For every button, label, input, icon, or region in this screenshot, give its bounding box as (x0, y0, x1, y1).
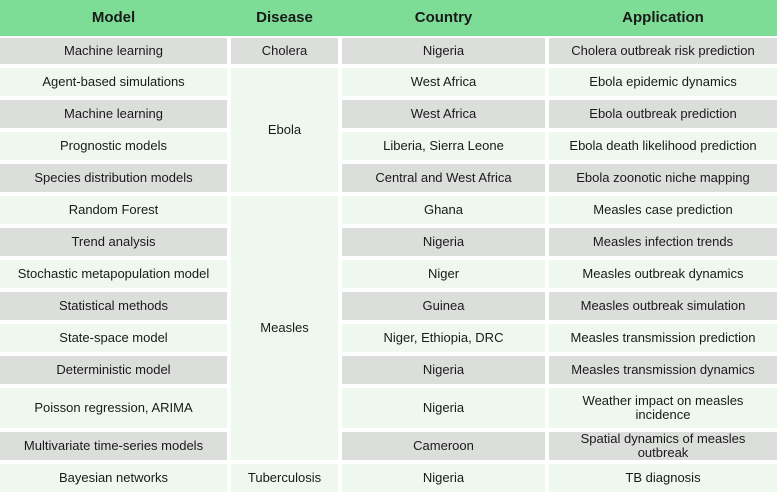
cell-model: Trend analysis (0, 228, 227, 256)
cell-application: Ebola zoonotic niche mapping (549, 164, 777, 192)
cell-country: Nigeria (342, 388, 545, 428)
cell-country: Liberia, Sierra Leone (342, 132, 545, 160)
cell-model: Stochastic metapopulation model (0, 260, 227, 288)
cell-application: Measles outbreak simulation (549, 292, 777, 320)
cell-application: Measles transmission dynamics (549, 356, 777, 384)
cell-application: Cholera outbreak risk prediction (549, 38, 777, 64)
cell-country: West Africa (342, 68, 545, 96)
cell-model: State-space model (0, 324, 227, 352)
cell-model: Multivariate time-series models (0, 432, 227, 460)
cell-country: Ghana (342, 196, 545, 224)
cell-country: Nigeria (342, 38, 545, 64)
cell-application: Measles transmission prediction (549, 324, 777, 352)
cell-model: Statistical methods (0, 292, 227, 320)
cell-model: Machine learning (0, 100, 227, 128)
cell-application: Measles infection trends (549, 228, 777, 256)
cell-disease: Ebola (231, 68, 338, 192)
cell-model: Poisson regression, ARIMA (0, 388, 227, 428)
cell-model: Agent-based simulations (0, 68, 227, 96)
cell-country: West Africa (342, 100, 545, 128)
cell-country: Nigeria (342, 464, 545, 492)
header-disease: Disease (231, 0, 338, 36)
cell-application: Measles outbreak dynamics (549, 260, 777, 288)
cell-application: TB diagnosis (549, 464, 777, 492)
cell-country: Nigeria (342, 228, 545, 256)
cell-application: Ebola epidemic dynamics (549, 68, 777, 96)
cell-disease: Cholera (231, 38, 338, 64)
cell-application: Ebola outbreak prediction (549, 100, 777, 128)
cell-model: Bayesian networks (0, 464, 227, 492)
header-country: Country (342, 0, 545, 36)
header-application: Application (549, 0, 777, 36)
cell-country: Niger (342, 260, 545, 288)
cell-disease: Tuberculosis (231, 464, 338, 492)
cell-application: Measles case prediction (549, 196, 777, 224)
cell-model: Machine learning (0, 38, 227, 64)
cell-model: Deterministic model (0, 356, 227, 384)
cell-country: Guinea (342, 292, 545, 320)
cell-disease: Measles (231, 196, 338, 460)
cell-country: Cameroon (342, 432, 545, 460)
cell-country: Central and West Africa (342, 164, 545, 192)
cell-application: Ebola death likelihood prediction (549, 132, 777, 160)
cell-model: Species distribution models (0, 164, 227, 192)
cell-country: Niger, Ethiopia, DRC (342, 324, 545, 352)
header-model: Model (0, 0, 227, 36)
cell-country: Nigeria (342, 356, 545, 384)
cell-application: Weather impact on measles incidence (549, 388, 777, 428)
cell-application: Spatial dynamics of measles outbreak (549, 432, 777, 460)
cell-model: Random Forest (0, 196, 227, 224)
cell-model: Prognostic models (0, 132, 227, 160)
